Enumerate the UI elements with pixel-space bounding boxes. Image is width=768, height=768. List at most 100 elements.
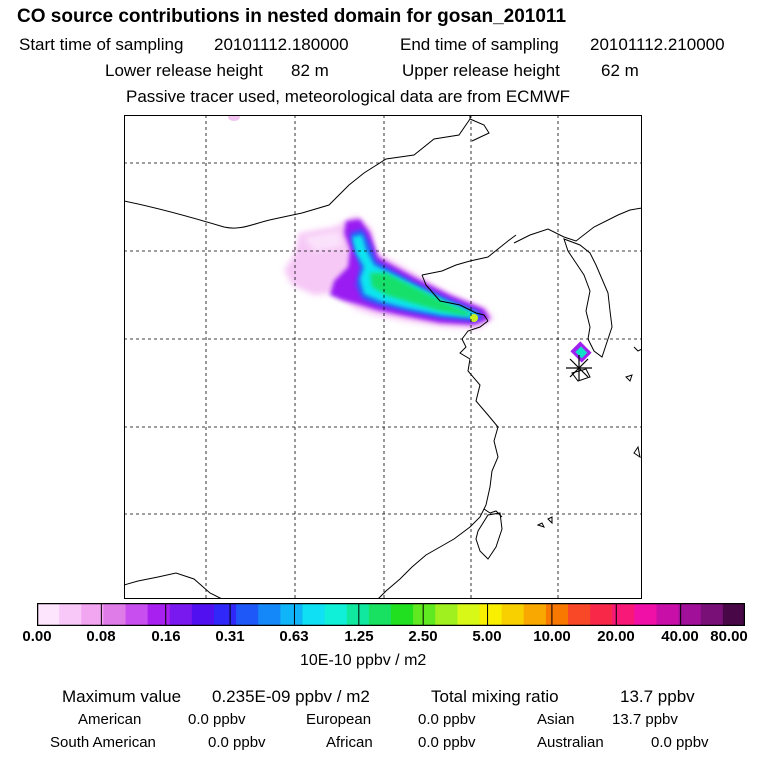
colorbar-cell [214,603,237,626]
colorbar-cell [678,603,702,626]
border-line-mongolia [301,115,471,214]
colorbar-cell [37,603,60,626]
coast-islet-4 [536,522,545,528]
colorbar-tick-label: 5.00 [472,628,502,645]
region-name-american: American [78,711,142,728]
upper-release-label: Upper release height [402,61,560,80]
coast-china-east [377,320,499,599]
colorbar-cell [147,603,171,626]
colorbar-cell [590,603,613,626]
colorbar-tick-label: 0.08 [86,628,116,645]
faint-top-spot [228,115,240,121]
colorbar-cell [612,603,635,626]
start-time-value: 20101112.180000 [214,35,349,54]
colorbar-frame [37,603,745,626]
coast-bohai [421,234,517,276]
coast-japan-bits [633,346,642,352]
tracer-note: Passive tracer used, meteorological data… [126,87,571,106]
region-value-asian: 13.7 ppbv [612,711,678,728]
colorbar-tick-label: 1.25 [344,628,374,645]
colorbar-cell [545,603,569,626]
colorbar-cell [700,603,724,626]
colorbar-tick-label: 0.63 [279,628,309,645]
colorbar-tick-label: 0.31 [215,628,245,645]
colorbar-cell [258,603,281,626]
region-value-european: 0.0 ppbv [418,711,476,728]
colorbar-cell [59,603,82,626]
colorbar-cell [501,603,525,626]
colorbar-tick-label: 80.00 [710,628,748,645]
plume-faint-west [304,231,342,251]
source-contribution-map [124,115,642,599]
colorbar-tick-label: 0.00 [22,628,52,645]
concentration-field [228,115,592,363]
coast-korea [563,238,613,358]
end-time-label: End time of sampling [400,35,559,54]
upper-release-value: 62 m [601,61,639,80]
coastlines [124,115,642,599]
end-time-value: 20101112.210000 [590,35,725,54]
colorbar [37,603,745,626]
colorbar-tick-label: 40.00 [661,628,699,645]
colorbar-cell [368,603,392,626]
plume-cyan [352,235,478,318]
border-line-korea-north [513,207,642,244]
colorbar-cell [413,603,436,626]
colorbar-cells [37,603,745,626]
colorbar-cell [634,603,658,626]
hotspot-inner [575,346,588,359]
lower-release-label: Lower release height [105,61,263,80]
colorbar-cell [81,603,104,626]
colorbar-tick-label: 0.16 [151,628,181,645]
lower-release-value: 82 m [291,61,329,80]
colorbar-cell [457,603,481,626]
coast-bohai-south [421,274,489,322]
map-frame [124,115,642,599]
coast-islet-5 [547,516,553,525]
region-name-african: African [326,734,373,751]
map-background [124,115,642,599]
start-time-label: Start time of sampling [19,35,184,54]
colorbar-cell [568,603,591,626]
border-line-south [124,572,223,599]
colorbar-cell [280,603,304,626]
region-name-australian: Australian [537,734,604,751]
plume-green [370,273,470,316]
colorbar-cell [125,603,149,626]
colorbar-cell [169,603,193,626]
plume-yellow-spot [470,314,478,322]
total-mixing-label: Total mixing ratio [431,687,559,706]
border-line-ne [469,118,490,142]
region-value-australian: 0.0 ppbv [651,734,709,751]
region-value-south-american: 0.0 ppbv [208,734,266,751]
border-line-west [124,200,303,229]
region-name-asian: Asian [537,711,575,728]
colorbar-cell [346,603,370,626]
colorbar-cell [191,603,215,626]
colorbar-cell [722,603,745,626]
colorbar-cell [236,603,259,626]
colorbar-cell [302,603,326,626]
region-name-south-american: South American [50,734,156,751]
colorbar-tick-label: 10.00 [533,628,571,645]
region-name-european: European [306,711,372,728]
coast-islet-1 [625,374,633,382]
region-value-american: 0.0 ppbv [188,711,246,728]
colorbar-cell [391,603,414,626]
coast-islet-2 [633,445,641,459]
colorbar-tick-label: 20.00 [597,628,635,645]
total-mixing-value: 13.7 ppbv [620,687,695,706]
asterisk-receptor-icon [566,355,592,381]
colorbar-tick-label: 2.50 [408,628,438,645]
colorbar-cell [435,603,458,626]
max-value: 0.235E-09 ppbv / m2 [212,687,370,706]
graticule [124,115,642,599]
colorbar-units: 10E-10 ppbv / m2 [300,652,427,669]
colorbar-cell [324,603,348,626]
colorbar-cell [523,603,547,626]
colorbar-cell [103,603,127,626]
colorbar-cell [479,603,503,626]
max-value-label: Maximum value [62,687,182,706]
plot-title: CO source contributions in nested domain… [17,6,567,27]
colorbar-cell [656,603,680,626]
